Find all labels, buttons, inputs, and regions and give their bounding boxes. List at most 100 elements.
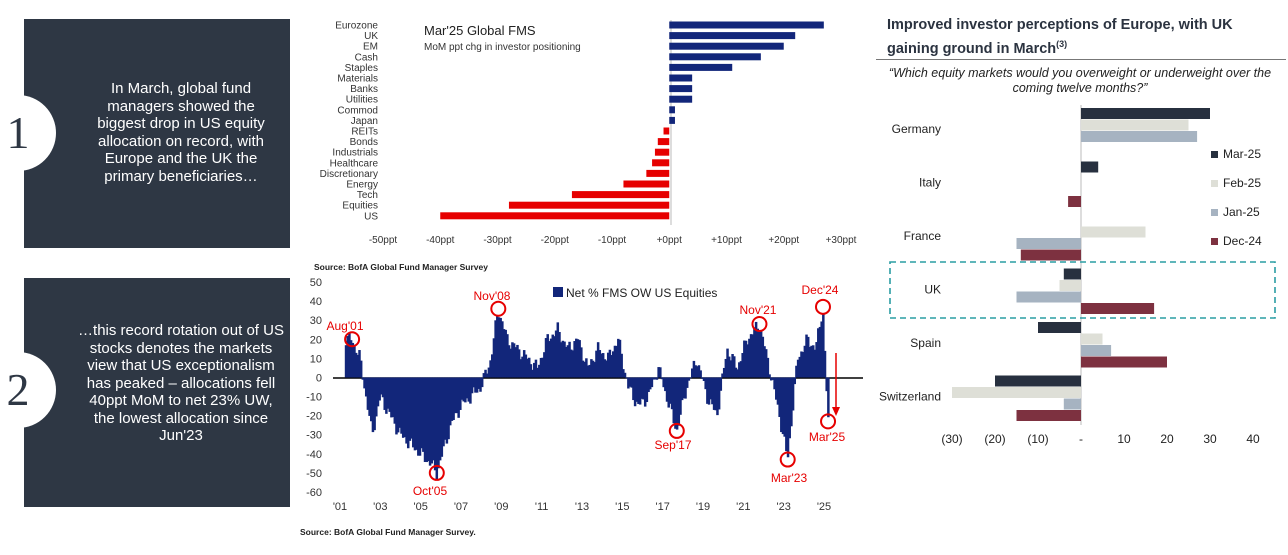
history-bar: [507, 345, 511, 378]
history-bar: [733, 356, 736, 378]
drop-arrowhead: [832, 407, 840, 416]
fms-bar: [646, 169, 670, 177]
history-bar: [475, 377, 479, 393]
europe-chart: Germany Italy France UK Spain Switzerland (30…: [879, 105, 1276, 446]
history-bar: [390, 377, 393, 418]
history-bar: [702, 377, 706, 381]
history-bar: [627, 377, 630, 389]
history-bar: [667, 377, 670, 408]
history-bar: [386, 377, 390, 409]
history-bar: [425, 377, 428, 463]
history-bar: [418, 377, 422, 456]
history-bar: [665, 377, 669, 402]
history-bar: [344, 345, 348, 378]
legend-swatch: [1211, 151, 1218, 158]
history-bar: [427, 377, 430, 462]
history-x-tick-label: '15: [615, 501, 629, 513]
history-bar: [396, 377, 400, 433]
history-bar: [721, 373, 724, 378]
history-bar: [664, 377, 667, 392]
history-bar: [642, 377, 645, 400]
history-bar: [531, 369, 534, 378]
history-bar: [371, 377, 375, 433]
europe-bar: [1063, 398, 1081, 410]
history-bar: [511, 342, 514, 378]
history-bar: [598, 350, 602, 378]
history-bar: [685, 377, 689, 388]
history-bar: [448, 377, 452, 426]
history-bar: [378, 377, 381, 401]
history-bar: [773, 377, 776, 390]
europe-tick-label: 20: [1160, 432, 1174, 446]
history-bar: [443, 377, 447, 440]
history-bar: [795, 365, 798, 378]
history-bar: [827, 377, 830, 418]
history-bar: [541, 357, 544, 378]
history-bar: [674, 377, 677, 429]
history-bar: [501, 321, 504, 378]
legend-label: Mar-25: [1223, 147, 1261, 161]
annotation-label: Mar'25: [809, 430, 846, 444]
annotation-circle: [490, 300, 507, 317]
fms-bar: [654, 148, 670, 156]
history-bar: [477, 377, 481, 389]
history-bar: [769, 377, 773, 381]
europe-bar: [1016, 238, 1081, 249]
history-bar: [625, 377, 628, 379]
history-bar: [786, 377, 790, 458]
history-bar: [805, 334, 808, 378]
history-bar: [549, 338, 553, 378]
history-bar: [406, 377, 410, 449]
history-bar: [454, 377, 457, 414]
history-bar: [534, 359, 538, 378]
fms-bar: [571, 191, 670, 199]
history-bar: [800, 351, 803, 378]
annotation-circle: [820, 413, 837, 430]
fms-category-label: Utilities: [346, 95, 378, 106]
history-bar: [568, 341, 571, 378]
fms-tick-label: -30ppt: [483, 235, 512, 246]
history-bar: [704, 377, 707, 390]
history-bar: [583, 361, 586, 378]
history-bar: [412, 377, 415, 448]
history-bar: [403, 377, 407, 438]
history-bar: [546, 334, 549, 378]
history-x-tick-label: '17: [655, 501, 669, 513]
history-bar: [696, 366, 699, 378]
history-bar: [491, 354, 494, 378]
history-bar: [633, 377, 637, 407]
history-y-ticks: 50 40 30 20 10 0 -10 -20 -30 -40 -50 -60: [306, 277, 322, 499]
europe-bar: [1081, 226, 1146, 238]
history-bar: [544, 338, 548, 378]
history-bar: [450, 377, 454, 421]
annotation-label: Oct'05: [413, 484, 448, 498]
history-bar: [591, 360, 595, 378]
history-bar: [492, 338, 496, 378]
history-bar: [543, 352, 546, 378]
history-bar: [648, 377, 652, 390]
history-y-tick-label: -20: [306, 411, 322, 423]
history-bar: [395, 377, 398, 435]
history-bar: [632, 377, 635, 401]
fms-category-label: Healthcare: [330, 158, 379, 169]
europe-tick-label: (10): [1027, 432, 1048, 446]
annotation-label: Mar'23: [771, 471, 808, 485]
history-bar: [697, 365, 701, 378]
legend-swatch: [1211, 238, 1218, 245]
history-bar: [417, 377, 420, 456]
fms-bar: [669, 63, 733, 71]
europe-bar: [1081, 345, 1112, 356]
history-bar: [462, 377, 465, 402]
history-bar: [497, 317, 501, 378]
history-bar: [677, 377, 681, 426]
history-bar: [494, 320, 497, 378]
annotation-label: Sep'17: [655, 438, 692, 452]
europe-legend: Mar-25 Feb-25 Jan-25 Dec-24: [1211, 147, 1262, 248]
history-bar: [536, 367, 539, 378]
panel-2: [24, 278, 290, 507]
history-bar: [637, 377, 640, 404]
legend-label: Dec-24: [1223, 234, 1262, 248]
history-bar: [690, 368, 694, 378]
history-bar: [606, 352, 610, 378]
history-bar: [356, 354, 360, 378]
